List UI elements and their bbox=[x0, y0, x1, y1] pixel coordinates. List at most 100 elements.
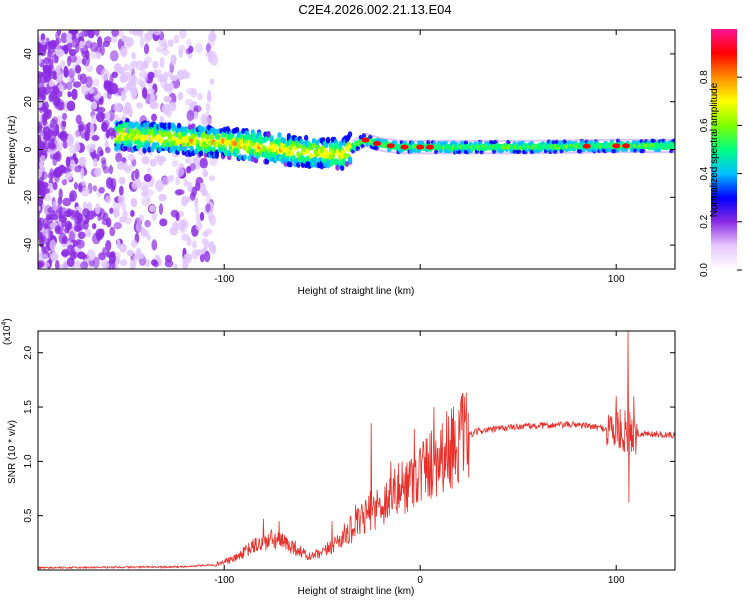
ridge-halo bbox=[557, 139, 559, 142]
ridge-halo bbox=[455, 139, 457, 142]
ridge-core bbox=[530, 143, 533, 151]
ridge-cell bbox=[242, 154, 248, 161]
ridge-halo bbox=[564, 139, 567, 142]
ridge-halo bbox=[663, 138, 666, 141]
noise-blob bbox=[207, 50, 212, 63]
ridge-halo bbox=[569, 139, 572, 142]
ridge-core bbox=[439, 144, 442, 151]
ridge-halo bbox=[491, 152, 493, 155]
ridge-halo bbox=[364, 133, 366, 136]
ridge-cell bbox=[335, 159, 340, 166]
noise-blob bbox=[43, 57, 51, 65]
noise-blob bbox=[38, 185, 42, 196]
noise-blob bbox=[194, 205, 200, 214]
ridge-cell bbox=[330, 152, 335, 159]
noise-blob bbox=[68, 49, 77, 57]
noise-blob bbox=[61, 120, 67, 128]
noise-blob bbox=[105, 239, 112, 252]
ridge-halo bbox=[517, 139, 520, 142]
noise-blob bbox=[38, 261, 44, 268]
noise-blob bbox=[54, 225, 62, 235]
ridge-halo bbox=[541, 152, 544, 155]
ridge-cell bbox=[672, 138, 675, 143]
ridge-halo bbox=[586, 151, 589, 154]
noise-blob bbox=[97, 36, 103, 48]
noise-blob bbox=[59, 263, 65, 269]
ridge-core bbox=[469, 144, 471, 151]
colorbar-tick-label: 0.8 bbox=[699, 70, 710, 84]
noise-blob bbox=[65, 32, 73, 44]
ridge-halo bbox=[466, 139, 468, 142]
noise-blob bbox=[92, 185, 98, 192]
noise-blob bbox=[159, 218, 168, 227]
ridge-halo bbox=[539, 139, 542, 142]
ridge-halo bbox=[613, 138, 616, 141]
ridge-halo bbox=[593, 139, 595, 142]
ridge-halo bbox=[425, 152, 427, 155]
spectrogram-x-tick-label: -100 bbox=[214, 274, 234, 285]
ridge-halo bbox=[462, 152, 465, 155]
ridge-halo bbox=[440, 139, 443, 142]
noise-blob bbox=[183, 253, 193, 261]
ridge-halo bbox=[516, 139, 518, 142]
noise-blob bbox=[52, 95, 61, 107]
ridge-cell bbox=[242, 144, 248, 151]
noise-blob bbox=[109, 50, 119, 62]
noise-blob bbox=[66, 257, 75, 268]
ridge-halo bbox=[390, 151, 393, 154]
noise-blob bbox=[115, 152, 123, 163]
noise-blob bbox=[81, 84, 89, 96]
noise-blob bbox=[135, 102, 144, 109]
noise-blob bbox=[151, 239, 158, 251]
noise-blob bbox=[96, 52, 102, 60]
noise-blob bbox=[62, 112, 68, 121]
ridge-halo bbox=[660, 151, 663, 154]
noise-blob bbox=[105, 195, 111, 204]
ridge-core bbox=[509, 144, 512, 151]
ridge-halo bbox=[447, 152, 449, 155]
noise-blob bbox=[117, 193, 125, 206]
ridge-halo bbox=[440, 152, 443, 155]
noise-blob bbox=[205, 193, 211, 205]
noise-blob bbox=[69, 190, 78, 202]
ridge-halo bbox=[583, 151, 586, 154]
ridge-halo bbox=[362, 146, 365, 149]
ridge-halo bbox=[469, 139, 471, 142]
noise-blob bbox=[131, 51, 136, 60]
ridge-halo bbox=[519, 139, 522, 142]
noise-blob bbox=[141, 156, 150, 165]
ridge-halo bbox=[503, 139, 506, 142]
ridge-halo bbox=[495, 139, 498, 142]
noise-blob bbox=[210, 30, 215, 38]
colorbar-gradient bbox=[711, 29, 737, 270]
noise-blob bbox=[105, 250, 111, 258]
noise-blob bbox=[78, 182, 83, 193]
ridge-halo bbox=[484, 152, 487, 155]
noise-blob bbox=[38, 221, 41, 232]
hotspot-mark bbox=[416, 144, 425, 150]
noise-blob bbox=[104, 146, 111, 154]
ridge-halo bbox=[533, 139, 536, 142]
ridge-halo bbox=[475, 139, 478, 142]
ridge-halo bbox=[525, 152, 528, 155]
spectrogram-y-tick-label: 40 bbox=[23, 48, 34, 60]
ridge-cell bbox=[230, 132, 235, 139]
ridge-halo bbox=[368, 133, 371, 136]
ridge-cell bbox=[122, 122, 127, 129]
ridge-core bbox=[657, 142, 660, 150]
noise-blob bbox=[58, 212, 64, 220]
noise-blob bbox=[193, 111, 199, 120]
ridge-halo bbox=[629, 138, 631, 141]
ridge-cell bbox=[291, 154, 296, 161]
ridge-halo bbox=[378, 149, 380, 152]
ridge-halo bbox=[588, 151, 591, 154]
noise-blob bbox=[91, 101, 98, 110]
ridge-halo bbox=[365, 132, 368, 135]
noise-blob bbox=[186, 38, 192, 48]
noise-blob bbox=[73, 224, 82, 232]
ridge-halo bbox=[406, 152, 409, 155]
ridge-cell bbox=[209, 133, 215, 140]
spectrogram-x-axis-label: Height of straight line (km) bbox=[298, 286, 415, 297]
ridge-halo bbox=[473, 152, 476, 155]
noise-blob bbox=[91, 143, 96, 150]
